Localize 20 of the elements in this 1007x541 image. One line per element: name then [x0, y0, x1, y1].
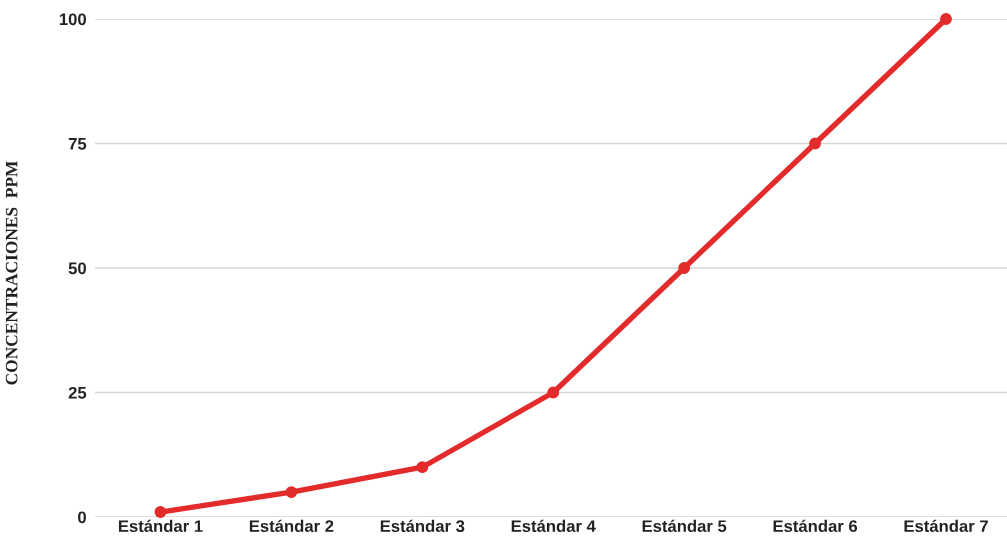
point: [285, 486, 298, 499]
point: [809, 137, 821, 150]
y-tick-label: 100: [59, 13, 86, 26]
y-tick-label: 50: [68, 262, 86, 275]
x-tick-label: Estándar 2: [249, 519, 334, 533]
y-tick-label: 75: [68, 138, 87, 150]
x-tick-label: Estándar 1: [118, 519, 203, 533]
point: [154, 506, 167, 518]
x-tick-label: Estándar 5: [642, 519, 727, 533]
x-tick-label: Estándar 6: [773, 519, 858, 533]
x-tick-label: Estándar 3: [380, 519, 465, 533]
y-axis-title: CONCENTRACIONES PPM: [5, 161, 18, 385]
y-tick-label: 25: [68, 386, 87, 399]
point: [940, 13, 952, 25]
point: [416, 461, 429, 474]
x-tick-label: Estándar 7: [904, 519, 988, 533]
y-tick-label: 0: [78, 511, 86, 524]
point: [678, 262, 691, 274]
point: [547, 386, 560, 399]
x-tick-label: Estándar 4: [511, 519, 596, 533]
